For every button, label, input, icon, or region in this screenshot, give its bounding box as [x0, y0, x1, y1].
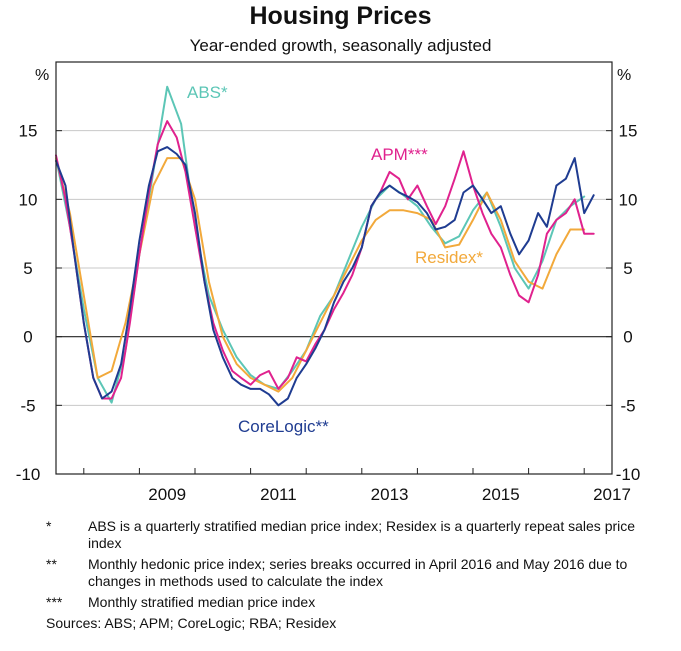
series-label-residex: Residex* [415, 248, 483, 267]
y-axis-label-left: % [35, 67, 49, 84]
chart-subtitle: Year-ended growth, seasonally adjusted [189, 36, 492, 55]
y-tick-label-left: 10 [19, 190, 38, 209]
series-line-abs [55, 85, 586, 404]
footnote: ** Monthly hedonic price index; series b… [46, 556, 666, 590]
y-tick-label-right: 0 [623, 328, 632, 347]
x-tick-label: 2017 [593, 485, 631, 504]
y-tick-label-left: 0 [23, 328, 32, 347]
footnote-mark: *** [46, 594, 63, 610]
y-tick-label-left: 5 [23, 259, 32, 278]
footnote: *** Monthly stratified median price inde… [46, 594, 666, 611]
x-tick-label: 2013 [371, 485, 409, 504]
chart-title: Housing Prices [249, 2, 432, 30]
footnote-text: Monthly hedonic price index; series brea… [88, 556, 628, 589]
footnote-text: Monthly stratified median price index [88, 594, 316, 610]
footnote-mark: * [46, 518, 52, 534]
footnote-text: ABS is a quarterly stratified median pri… [88, 518, 636, 551]
series-label-corelogic: CoreLogic** [238, 417, 329, 436]
y-tick-label-right: -10 [616, 465, 641, 484]
series-label-apm: APM*** [371, 145, 428, 164]
tick-layer: -10 -10 -5 -5 0 0 5 5 10 10 15 15 2009 2011 2013 2015 20… [16, 122, 641, 504]
x-tick-label: 2015 [482, 485, 520, 504]
y-tick-label-right: 10 [619, 190, 638, 209]
grid-layer [56, 130, 612, 406]
line-chart: -10 -10 -5 -5 0 0 5 5 10 10 15 15 2009 2011 2013 2015 20… [16, 61, 641, 504]
y-tick-label-right: 15 [619, 122, 638, 141]
sources-line: Sources: ABS; APM; CoreLogic; RBA; Resid… [46, 615, 337, 631]
y-tick-label-left: 15 [19, 122, 38, 141]
x-tick-label: 2011 [260, 485, 297, 504]
footnotes: * ABS is a quarterly stratified median p… [46, 518, 666, 632]
y-tick-label-right: -5 [620, 396, 635, 415]
series-label-abs: ABS* [187, 83, 228, 102]
series-layer [55, 85, 595, 407]
y-tick-label-left: -5 [20, 396, 35, 415]
y-tick-label-left: -10 [16, 465, 41, 484]
y-axis-label-right: % [617, 67, 631, 84]
x-tick-label: 2009 [148, 485, 186, 504]
series-line-corelogic [55, 146, 595, 407]
y-tick-label-right: 5 [623, 259, 632, 278]
footnote-mark: ** [46, 556, 57, 572]
footnote: * ABS is a quarterly stratified median p… [46, 518, 666, 552]
